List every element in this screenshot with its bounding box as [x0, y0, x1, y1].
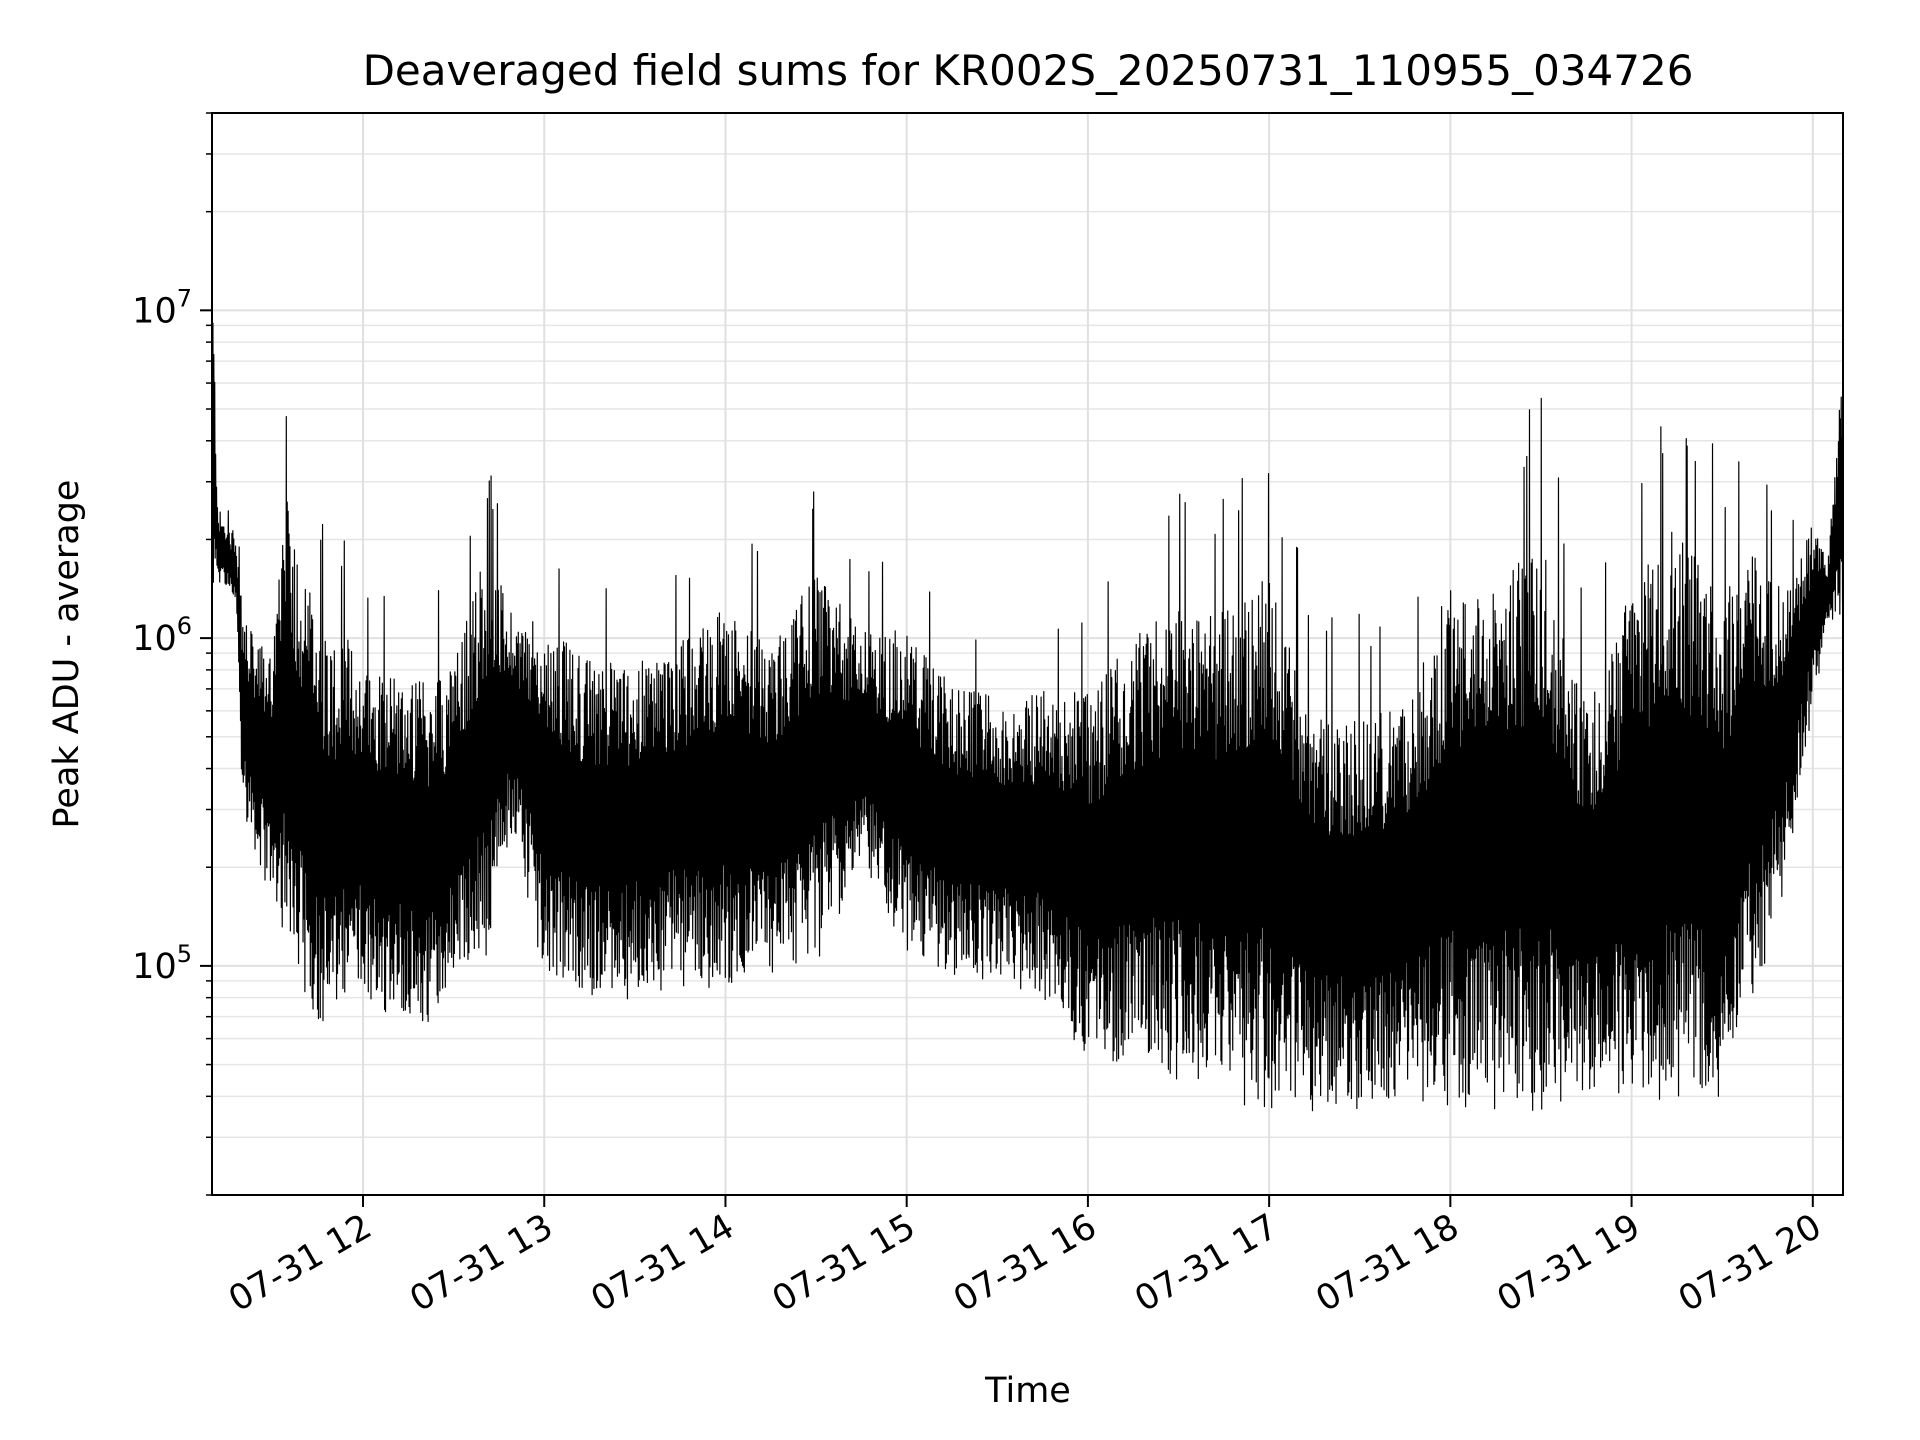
y-tick-label: 105 [132, 940, 192, 987]
y-tick-label: 106 [132, 612, 192, 659]
chart-title: Deaveraged field sums for KR002S_2025073… [363, 46, 1694, 95]
y-tick-base: 10 [132, 291, 177, 331]
y-tick-exponent: 7 [177, 284, 192, 312]
series-line [211, 292, 1844, 1112]
y-tick-label: 107 [132, 284, 192, 331]
y-tick-base: 10 [132, 947, 177, 987]
y-tick-exponent: 6 [177, 612, 192, 640]
x-axis-label: Time [984, 1371, 1071, 1411]
y-tick-base: 10 [132, 619, 177, 659]
plot-series [211, 292, 1844, 1112]
y-tick-exponent: 5 [177, 940, 192, 968]
y-axis-label: Peak ADU - average [47, 480, 87, 829]
plot-frame [211, 112, 1844, 1196]
